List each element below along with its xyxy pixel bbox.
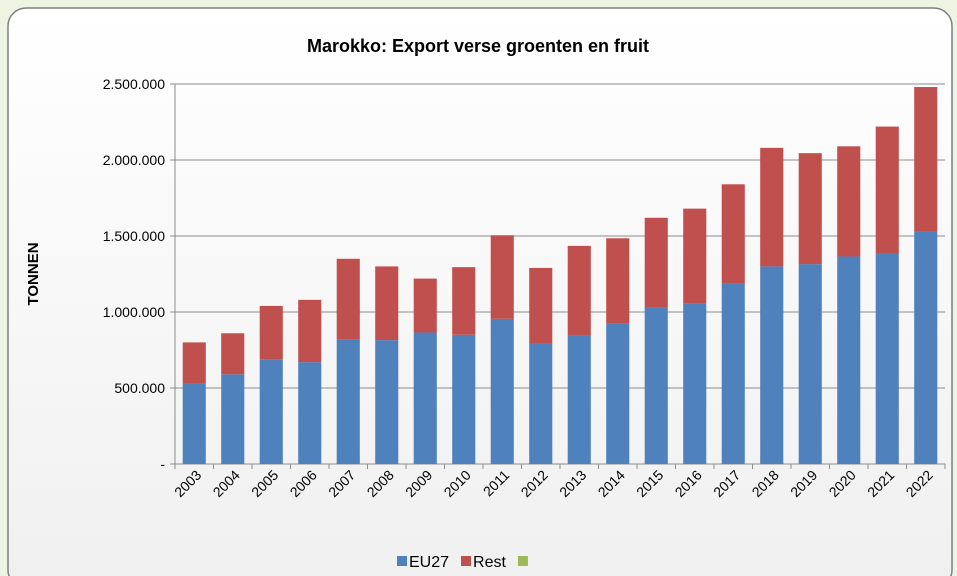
legend-swatch: [461, 556, 472, 566]
bar-segment: [875, 253, 899, 464]
bar-segment: [837, 146, 861, 257]
bar-segment: [413, 278, 437, 333]
bar-segment: [914, 87, 938, 232]
chart-title: Marokko: Export verse groenten en fruit: [307, 36, 649, 56]
bar-segment: [375, 340, 399, 464]
bar-segment: [375, 266, 399, 341]
bar-segment: [259, 305, 283, 360]
bar-segment: [529, 343, 553, 464]
bar-segment: [413, 332, 437, 464]
y-tick-label: 2.500.000: [103, 76, 165, 92]
bar-segment: [721, 184, 745, 284]
bar-segment: [914, 231, 938, 464]
bar-segment: [336, 258, 360, 340]
legend-label: Rest: [473, 554, 506, 571]
bar-segment: [221, 374, 245, 464]
bar-segment: [298, 362, 322, 464]
bar-segment: [182, 342, 206, 384]
bar-segment: [298, 299, 322, 363]
y-tick-label: -: [160, 456, 165, 472]
bar-segment: [683, 208, 707, 304]
bar-segment: [490, 318, 514, 464]
bar-segment: [644, 307, 668, 464]
bar-segment: [182, 383, 206, 464]
y-tick-label: 1.000.000: [103, 304, 165, 320]
bar-segment: [452, 267, 476, 335]
bar-segment: [567, 335, 591, 464]
bar-segment: [221, 333, 245, 375]
y-tick-label: 2.000.000: [103, 152, 165, 168]
bar-segment: [875, 126, 899, 254]
bar-segment: [837, 256, 861, 464]
legend: EU27 Rest: [397, 554, 506, 571]
bar-segment: [529, 267, 553, 344]
y-tick-label: 1.500.000: [103, 228, 165, 244]
y-axis-label: TONNEN: [25, 242, 42, 305]
bar-segment: [644, 217, 668, 308]
bar-segment: [760, 266, 784, 464]
bar-segment: [606, 238, 630, 324]
bar-segment: [490, 235, 514, 319]
bar-segment: [567, 245, 591, 336]
bar-segment: [606, 323, 630, 464]
legend-label: EU27: [409, 554, 449, 571]
bar-segment: [721, 283, 745, 464]
y-tick-label: 500.000: [114, 380, 165, 396]
bar-segment: [452, 334, 476, 464]
legend-swatch-empty: [517, 556, 528, 566]
bar-segment: [336, 339, 360, 464]
legend-swatch: [397, 556, 407, 566]
bar-segment: [798, 264, 822, 464]
bar-segment: [683, 303, 707, 464]
bar-segment: [798, 153, 822, 265]
bar-segment: [259, 359, 283, 464]
bar-segment: [760, 147, 784, 267]
